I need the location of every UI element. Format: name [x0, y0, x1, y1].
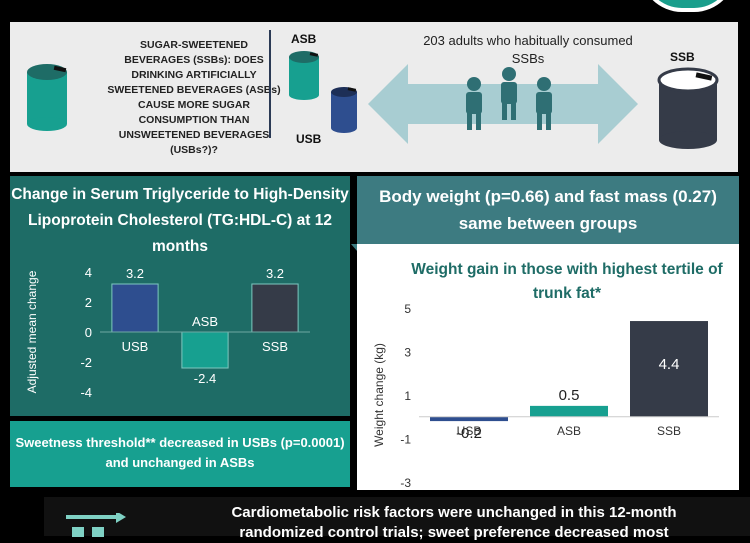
y-tick-label: 4: [85, 265, 92, 280]
conclusion-line-1: Cardiometabolic risk factors were unchan…: [231, 504, 677, 521]
tg-chart: 4 2 0 -2 -4 Adjusted mean change 3.2 USB -2.4 ASB…: [25, 265, 310, 400]
y-tick-label: 5: [404, 302, 411, 316]
asb-can-icon: [289, 51, 319, 100]
weight-gain-panel: Weight gain in those with highest tertil…: [357, 244, 739, 490]
y-tick-label: 3: [404, 346, 411, 360]
y-tick-label: -2: [80, 355, 92, 370]
ssb-can-icon: [657, 67, 719, 149]
population-text: 203 adults who habitually consumed SSBs: [423, 33, 633, 66]
category-label: USB: [457, 424, 482, 438]
ssb-label: SSB: [670, 50, 695, 64]
beverage-can-icon: [27, 64, 67, 131]
data-label: 3.2: [126, 266, 144, 281]
category-label: ASB: [192, 314, 218, 329]
body-weight-banner: Body weight (p=0.66) and fast mass (0.27…: [357, 176, 739, 244]
bar-ssb: [251, 283, 299, 333]
bar-asb: [181, 331, 229, 369]
body-weight-text: Body weight (p=0.66) and fast mass (0.27…: [379, 187, 717, 233]
asb-label: ASB: [291, 32, 317, 46]
y-tick-label: 2: [85, 295, 92, 310]
bar-usb: [430, 416, 508, 422]
y-tick-label: 1: [404, 389, 411, 403]
top-band: [0, 0, 750, 22]
bar-ssb: [630, 321, 708, 417]
balance-icon: [66, 513, 126, 537]
data-label: 3.2: [266, 266, 284, 281]
data-label: -0.2: [456, 425, 482, 442]
tg-panel-title: Change in Serum Triglyceride to High-Den…: [11, 186, 349, 255]
people-icon: [466, 67, 552, 130]
conclusion-footer: Cardiometabolic risk factors were unchan…: [44, 497, 750, 541]
study-question: SUGAR-SWEETENED BEVERAGES (SSBs): DOES D…: [107, 39, 281, 156]
y-tick-label: -3: [400, 476, 411, 490]
bar-usb: [111, 283, 159, 333]
y-tick-label: 0: [85, 325, 92, 340]
usb-can-icon: [331, 87, 357, 133]
category-label: ASB: [557, 424, 581, 438]
y-axis-label: Adjusted mean change: [25, 270, 39, 393]
sweetness-panel: Sweetness threshold** decreased in USBs …: [10, 421, 350, 487]
divider: [269, 30, 271, 138]
tg-hdl-panel: Change in Serum Triglyceride to High-Den…: [10, 176, 350, 416]
bar-asb: [530, 405, 608, 417]
category-label: SSB: [262, 339, 288, 354]
conclusion-line-2: randomized control trials; sweet prefere…: [239, 524, 669, 541]
data-label: 4.4: [659, 356, 680, 373]
data-label: -2.4: [194, 371, 216, 386]
data-label: 0.5: [559, 387, 580, 404]
y-tick-label: -4: [80, 385, 92, 400]
y-tick-label: -1: [400, 433, 411, 447]
conclusion-text: Cardiometabolic risk factors were unchan…: [164, 503, 744, 543]
study-overview-panel: SUGAR-SWEETENED BEVERAGES (SSBs): DOES D…: [10, 22, 738, 172]
category-label: SSB: [657, 424, 681, 438]
y-axis-label: Weight change (kg): [372, 343, 386, 447]
sweetness-text: Sweetness threshold** decreased in USBs …: [15, 435, 345, 470]
category-label: USB: [122, 339, 149, 354]
usb-label: USB: [296, 132, 322, 146]
weight-panel-title: Weight gain in those with highest tertil…: [411, 261, 723, 302]
